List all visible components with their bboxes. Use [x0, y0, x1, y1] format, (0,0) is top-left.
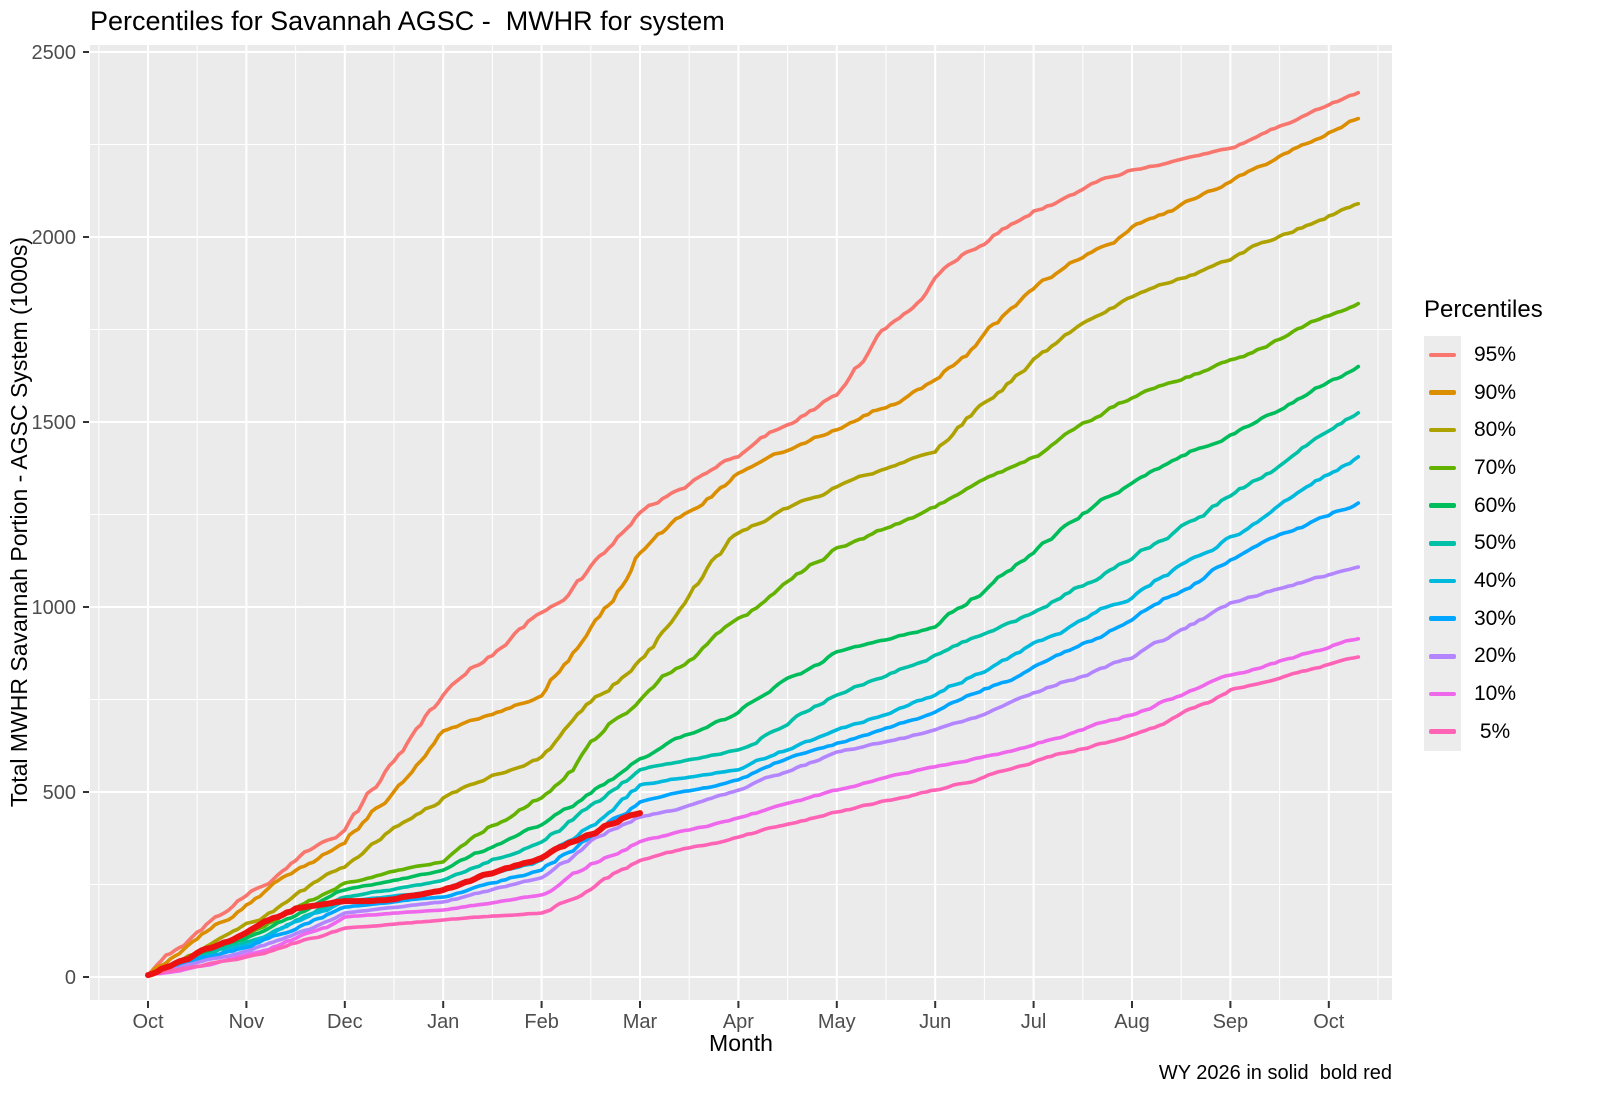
legend-title: Percentiles — [1424, 296, 1543, 323]
legend-key — [1424, 449, 1461, 487]
legend-item-50%: 50% — [1424, 524, 1543, 563]
y-tick-label-4: 2000 — [32, 227, 77, 249]
legend-swatch-icon — [1429, 578, 1456, 584]
series-line-30% — [146, 501, 1361, 977]
legend-item-90%: 90% — [1424, 373, 1543, 412]
legend-item-95%: 95% — [1424, 336, 1543, 374]
series-line-70% — [146, 301, 1361, 977]
legend-key — [1424, 486, 1461, 525]
tick-labels: Oct Nov Dec Jan Feb Mar Apr May Jun Jul Aug Sep Oct 0… — [32, 42, 1345, 1033]
legend-label: 90% — [1474, 380, 1517, 404]
x-tick-label-4: Feb — [524, 1011, 558, 1033]
x-tick-label-6: Apr — [723, 1011, 754, 1033]
legend-key — [1424, 599, 1461, 638]
series-line-80% — [146, 201, 1361, 977]
series-lines — [146, 90, 1361, 977]
legend-key — [1424, 562, 1461, 600]
x-tick-label-10: Aug — [1114, 1011, 1150, 1033]
x-tick-label-8: Jun — [919, 1011, 951, 1033]
legend-entries: 95% 90% 80% 70% 60% 50% 40% 30% 20% 10% 5% — [1424, 336, 1543, 751]
legend-swatch-icon — [1429, 390, 1456, 395]
x-tick-label-5: Mar — [623, 1011, 658, 1033]
legend-item-10%: 10% — [1424, 675, 1543, 713]
legend-swatch-icon — [1429, 352, 1456, 358]
chart-title: Percentiles for Savannah AGSC - MWHR for… — [90, 6, 725, 36]
legend-label: 5% — [1474, 719, 1511, 743]
legend-key — [1424, 336, 1461, 374]
series-line-50% — [146, 411, 1361, 977]
legend-item-80%: 80% — [1424, 411, 1543, 450]
x-tick-label-1: Nov — [229, 1011, 265, 1033]
legend-swatch-icon — [1429, 691, 1456, 697]
y-tick-label-1: 500 — [43, 782, 76, 804]
y-tick-label-5: 2500 — [32, 42, 77, 64]
wy2026-line — [145, 810, 643, 979]
legend-swatch-icon — [1429, 729, 1456, 734]
legend-item-60%: 60% — [1424, 486, 1543, 525]
x-tick-label-2: Dec — [327, 1011, 363, 1033]
legend-label: 80% — [1474, 418, 1517, 442]
legend-key — [1424, 637, 1461, 676]
series-line-20% — [146, 565, 1361, 977]
legend: Percentiles 95% 90% 80% 70% 60% 50% 40% 30% 20% 1… — [1424, 296, 1543, 751]
x-tick-label-12: Oct — [1313, 1011, 1345, 1033]
series-line-90% — [146, 116, 1361, 977]
y-axis-title: Total MWHR Savannah Portion - AGSC Syste… — [6, 236, 32, 808]
x-tick-label-7: May — [818, 1011, 856, 1033]
grid-minor — [90, 45, 1392, 1000]
legend-key — [1424, 373, 1461, 412]
legend-item-30%: 30% — [1424, 599, 1543, 638]
legend-label: 10% — [1474, 682, 1517, 706]
x-tick-label-11: Sep — [1213, 1011, 1249, 1033]
x-tick-label-0: Oct — [132, 1011, 164, 1033]
legend-label: 50% — [1474, 531, 1517, 555]
legend-key — [1424, 675, 1461, 713]
legend-label: 20% — [1474, 644, 1517, 668]
legend-swatch-icon — [1429, 427, 1456, 433]
legend-swatch-icon — [1429, 541, 1456, 546]
legend-label: 30% — [1474, 606, 1517, 630]
legend-swatch-icon — [1429, 465, 1456, 471]
legend-swatch-icon — [1429, 616, 1456, 621]
x-tick-label-9: Jul — [1021, 1011, 1047, 1033]
legend-label: 40% — [1474, 568, 1517, 592]
legend-key — [1424, 712, 1461, 751]
legend-item-20%: 20% — [1424, 637, 1543, 676]
series-line-5% — [146, 655, 1361, 977]
legend-key — [1424, 524, 1461, 563]
legend-key — [1424, 411, 1461, 450]
y-tick-label-2: 1000 — [32, 597, 77, 619]
legend-swatch-icon — [1429, 654, 1456, 659]
panel-background — [90, 45, 1392, 1000]
legend-item-70%: 70% — [1424, 449, 1543, 487]
legend-item-5%: 5% — [1424, 712, 1543, 751]
legend-item-40%: 40% — [1424, 562, 1543, 600]
legend-swatch-icon — [1429, 503, 1456, 508]
y-tick-label-0: 0 — [65, 967, 76, 989]
legend-label: 95% — [1474, 342, 1517, 366]
grid-major — [90, 45, 1392, 1000]
legend-label: 60% — [1474, 493, 1517, 517]
series-line-10% — [146, 637, 1361, 977]
series-line-95% — [146, 90, 1361, 977]
x-tick-label-3: Jan — [427, 1011, 459, 1033]
legend-label: 70% — [1474, 455, 1517, 479]
caption: WY 2026 in solid bold red — [1158, 1062, 1392, 1084]
x-axis-title: Month — [709, 1030, 773, 1056]
series-line-60% — [146, 364, 1361, 977]
tick-marks — [83, 51, 1330, 1008]
y-tick-label-3: 1500 — [32, 412, 77, 434]
